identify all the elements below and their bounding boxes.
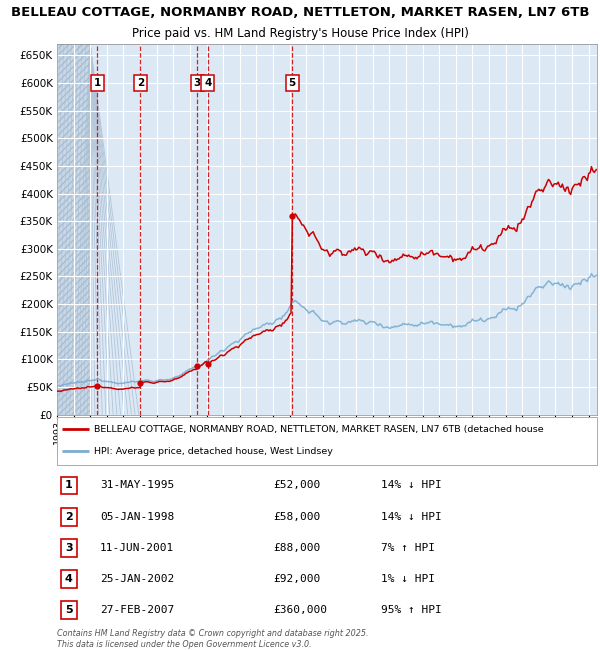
Text: 1: 1	[94, 78, 101, 88]
Text: 14% ↓ HPI: 14% ↓ HPI	[381, 512, 442, 522]
Text: 14% ↓ HPI: 14% ↓ HPI	[381, 480, 442, 491]
Text: 11-JUN-2001: 11-JUN-2001	[100, 543, 175, 553]
Text: Price paid vs. HM Land Registry's House Price Index (HPI): Price paid vs. HM Land Registry's House …	[131, 27, 469, 40]
Text: 2: 2	[137, 78, 144, 88]
Text: 3: 3	[65, 543, 73, 553]
Text: Contains HM Land Registry data © Crown copyright and database right 2025.
This d: Contains HM Land Registry data © Crown c…	[57, 629, 368, 649]
Text: 1% ↓ HPI: 1% ↓ HPI	[381, 574, 435, 584]
Text: 5: 5	[289, 78, 296, 88]
Text: 95% ↑ HPI: 95% ↑ HPI	[381, 605, 442, 616]
Bar	[57, 44, 90, 415]
Text: 27-FEB-2007: 27-FEB-2007	[100, 605, 175, 616]
Text: 2: 2	[65, 512, 73, 522]
Text: BELLEAU COTTAGE, NORMANBY ROAD, NETTLETON, MARKET RASEN, LN7 6TB (detached house: BELLEAU COTTAGE, NORMANBY ROAD, NETTLETO…	[94, 424, 544, 434]
Text: £88,000: £88,000	[273, 543, 320, 553]
Text: 1: 1	[65, 480, 73, 491]
Text: 25-JAN-2002: 25-JAN-2002	[100, 574, 175, 584]
Text: 4: 4	[65, 574, 73, 584]
Text: £360,000: £360,000	[273, 605, 327, 616]
Text: 3: 3	[194, 78, 201, 88]
Text: 4: 4	[204, 78, 211, 88]
Text: £52,000: £52,000	[273, 480, 320, 491]
Bar	[57, 44, 90, 415]
Text: BELLEAU COTTAGE, NORMANBY ROAD, NETTLETON, MARKET RASEN, LN7 6TB: BELLEAU COTTAGE, NORMANBY ROAD, NETTLETO…	[11, 6, 589, 20]
Text: 7% ↑ HPI: 7% ↑ HPI	[381, 543, 435, 553]
Text: 31-MAY-1995: 31-MAY-1995	[100, 480, 175, 491]
Text: 05-JAN-1998: 05-JAN-1998	[100, 512, 175, 522]
Text: £58,000: £58,000	[273, 512, 320, 522]
Text: £92,000: £92,000	[273, 574, 320, 584]
Text: HPI: Average price, detached house, West Lindsey: HPI: Average price, detached house, West…	[94, 447, 332, 456]
Text: 5: 5	[65, 605, 73, 616]
